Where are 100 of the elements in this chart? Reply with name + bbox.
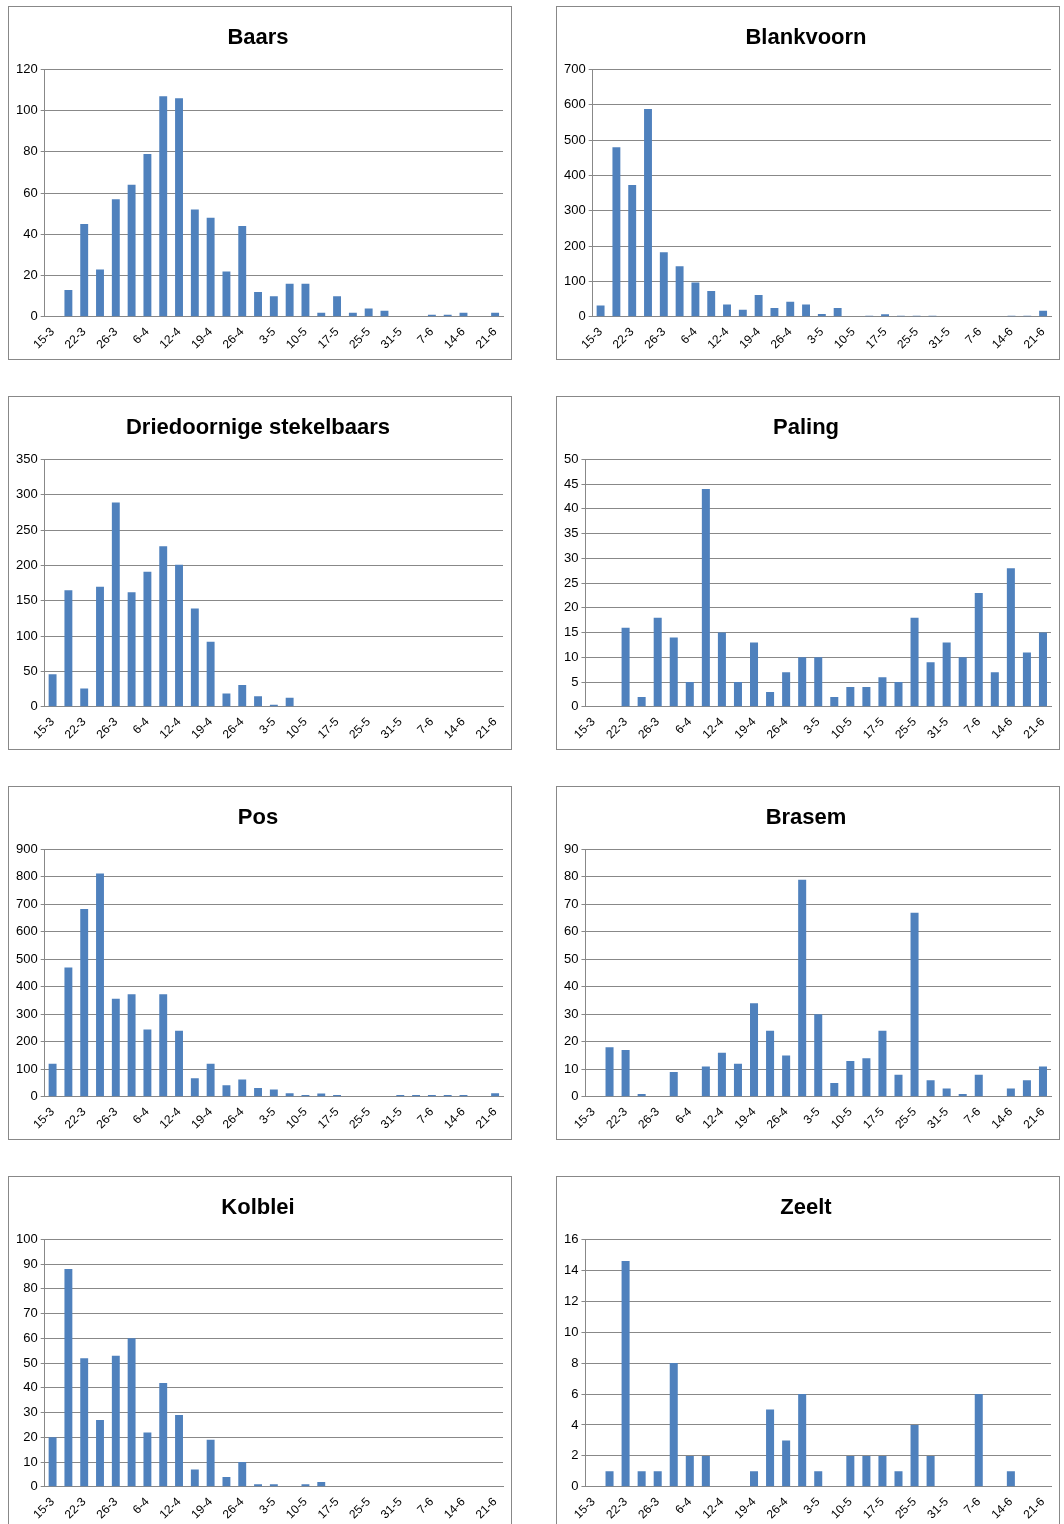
bar — [862, 687, 871, 707]
bar — [814, 1471, 823, 1487]
y-tick-label: 4 — [571, 1416, 579, 1432]
bar — [143, 1432, 152, 1487]
bar — [802, 304, 810, 317]
x-tick-label: 3-5 — [800, 1494, 823, 1517]
y-tick-label: 150 — [15, 592, 38, 608]
y-tick-label: 0 — [571, 698, 579, 714]
bar — [190, 1469, 199, 1487]
bar — [862, 1455, 871, 1487]
bar — [64, 967, 73, 1097]
bar — [127, 592, 136, 707]
bar — [48, 1063, 57, 1097]
bar — [111, 502, 120, 707]
bar — [222, 1085, 231, 1097]
x-tick-label: 6-4 — [672, 714, 695, 737]
bar — [64, 590, 73, 707]
bar — [814, 657, 823, 707]
bar — [285, 283, 294, 317]
bar — [910, 1424, 919, 1487]
x-tick-label: 6-4 — [129, 1104, 153, 1127]
bar — [238, 226, 247, 317]
y-tick-label: 20 — [563, 599, 579, 615]
x-tick-label: 6-4 — [129, 714, 153, 737]
bar — [846, 687, 855, 707]
bar — [190, 1078, 199, 1097]
bar — [878, 1030, 887, 1097]
bar — [926, 662, 935, 707]
chart-title: Paling — [772, 414, 840, 440]
x-tick-label: 3-5 — [256, 1494, 279, 1517]
y-tick-label: 5 — [571, 673, 579, 689]
y-tick-label: 40 — [563, 978, 579, 994]
y-tick-label: 0 — [30, 1088, 38, 1104]
bar — [738, 309, 747, 317]
bar — [653, 1471, 662, 1487]
bar — [159, 1382, 168, 1487]
bar — [770, 308, 779, 317]
x-tick-label: 6-4 — [677, 324, 701, 347]
y-tick-label: 80 — [23, 1280, 38, 1296]
bar — [786, 301, 795, 317]
bar — [766, 1030, 775, 1097]
y-tick-label: 50 — [563, 450, 579, 466]
bar — [206, 1063, 215, 1097]
y-tick-label: 700 — [563, 60, 586, 76]
bar — [254, 696, 262, 707]
bar — [222, 693, 231, 707]
bar — [621, 1050, 630, 1097]
bar — [628, 184, 637, 317]
y-tick-label: 12 — [563, 1292, 579, 1308]
bar — [206, 1439, 215, 1487]
bar — [782, 672, 791, 707]
bar — [707, 291, 716, 317]
y-tick-label: 20 — [23, 1428, 38, 1444]
y-tick-label: 0 — [578, 308, 586, 324]
bar — [96, 873, 104, 1097]
bar — [175, 98, 183, 317]
y-tick-label: 0 — [571, 1478, 579, 1494]
chart-title: Blankvoorn — [745, 24, 867, 50]
bar — [111, 199, 120, 317]
bar — [159, 546, 168, 707]
bar — [974, 593, 983, 707]
y-tick-label: 60 — [23, 1329, 38, 1345]
bar — [285, 697, 294, 707]
bar — [1022, 1080, 1031, 1097]
y-tick-label: 800 — [15, 868, 38, 884]
bar — [605, 1047, 614, 1097]
y-tick-label: 20 — [23, 267, 38, 283]
bar — [675, 266, 684, 317]
y-tick-label: 40 — [563, 500, 579, 516]
x-tick-label: 6-4 — [129, 1494, 153, 1517]
bar — [1038, 632, 1047, 707]
bar — [238, 1462, 247, 1487]
bar — [64, 1269, 73, 1487]
bar — [974, 1074, 983, 1097]
bar — [64, 290, 73, 317]
bar — [222, 271, 231, 317]
bar — [701, 489, 710, 707]
y-tick-label: 30 — [23, 1404, 38, 1420]
bar — [814, 1014, 823, 1097]
x-tick-label: 3-5 — [804, 324, 827, 347]
bar — [766, 691, 775, 707]
bar — [612, 147, 621, 317]
y-tick-label: 2 — [571, 1447, 579, 1463]
bar — [96, 269, 104, 317]
bar — [175, 564, 183, 707]
bar — [364, 308, 373, 317]
bar — [333, 296, 342, 317]
bar — [846, 1455, 855, 1487]
bar — [621, 1261, 630, 1487]
y-tick-label: 100 — [15, 102, 38, 118]
chart-title: Brasem — [765, 804, 847, 830]
bar — [701, 1455, 710, 1487]
y-tick-label: 120 — [15, 60, 38, 76]
bar — [175, 1030, 183, 1097]
y-tick-label: 500 — [563, 131, 586, 147]
bar — [48, 674, 57, 707]
y-tick-label: 8 — [571, 1354, 579, 1370]
bar — [830, 696, 839, 707]
bar — [491, 1093, 500, 1097]
bar — [782, 1055, 791, 1097]
